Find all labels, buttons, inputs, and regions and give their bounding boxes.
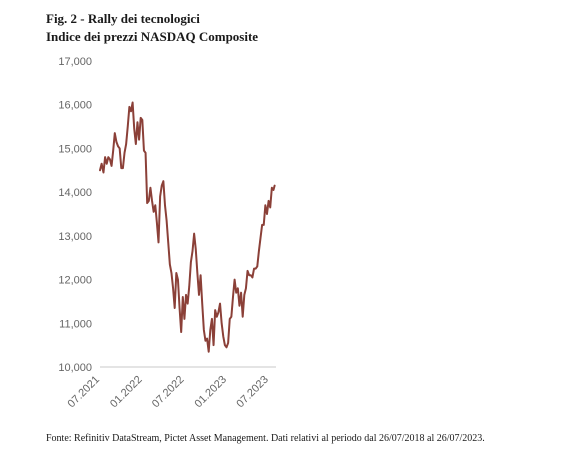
x-axis: 07.2021 01.2022 07.2022 01.2023 07.2023 bbox=[66, 374, 271, 411]
x-tick-label: 07.2022 bbox=[150, 374, 187, 411]
y-tick-label: 12,000 bbox=[58, 275, 92, 287]
y-tick-label: 11,000 bbox=[59, 318, 92, 330]
y-axis: 10,000 11,000 12,000 13,000 14,000 15,000 16,0… bbox=[58, 56, 92, 374]
plot-area bbox=[99, 101, 276, 353]
y-tick-label: 13,000 bbox=[58, 231, 92, 243]
x-tick-label: 01.2023 bbox=[192, 374, 229, 411]
source-note: Fonte: Refinitiv DataStream, Pictet Asse… bbox=[46, 433, 485, 444]
y-tick-label: 14,000 bbox=[58, 187, 92, 199]
figure-subtitle: Indice dei prezzi NASDAQ Composite bbox=[46, 29, 259, 44]
x-tick-label: 07.2021 bbox=[66, 374, 103, 411]
y-tick-label: 16,000 bbox=[58, 100, 92, 112]
y-tick-label: 10,000 bbox=[58, 362, 92, 374]
x-tick-label: 07.2023 bbox=[234, 374, 271, 411]
y-tick-label: 15,000 bbox=[58, 143, 92, 155]
figure-title: Fig. 2 - Rally dei tecnologici bbox=[46, 11, 200, 26]
y-tick-label: 17,000 bbox=[58, 56, 92, 68]
series-line bbox=[99, 101, 276, 353]
x-tick-label: 01.2022 bbox=[108, 374, 145, 411]
